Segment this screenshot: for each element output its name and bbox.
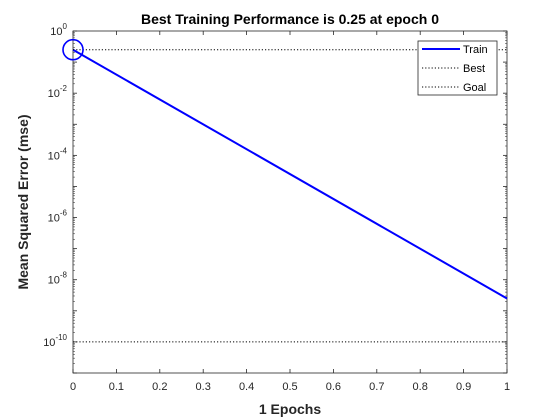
- y-tick-label: 10-10: [43, 333, 67, 349]
- y-tick-exponent: -10: [55, 333, 67, 342]
- y-tick-label: 10-8: [48, 271, 68, 287]
- y-tick-base: 10: [48, 213, 60, 225]
- x-tick-label: 0.6: [326, 381, 341, 393]
- axis-ticks: 0 0.1 0.2 0.3 0.4 0.5 0.6 0.7 0.8 0.9 110010-210-4…: [43, 22, 510, 393]
- y-tick-exponent: 0: [63, 22, 68, 31]
- series-train-line: [72, 48, 508, 300]
- y-tick-exponent: -6: [60, 209, 68, 218]
- x-tick-label: 0.4: [239, 381, 254, 393]
- y-tick-label: 10-2: [48, 84, 68, 100]
- y-tick-base: 10: [48, 150, 60, 162]
- chart-title: Best Training Performance is 0.25 at epo…: [141, 11, 439, 27]
- x-axis-label: 1 Epochs: [259, 401, 321, 417]
- legend-label-best: Best: [463, 63, 485, 75]
- x-tick-label: 0.9: [456, 381, 471, 393]
- y-axis-label: Mean Squared Error (mse): [15, 114, 31, 289]
- legend: Train Best Goal: [417, 40, 498, 96]
- y-tick-base: 10: [48, 88, 60, 100]
- legend-label-goal: Goal: [463, 82, 486, 94]
- y-tick-base: 10: [50, 26, 62, 38]
- best-epoch-marker: [62, 38, 84, 61]
- x-tick-label: 1: [504, 381, 510, 393]
- x-tick-label: 0.3: [196, 381, 211, 393]
- y-tick-label: 10-4: [48, 146, 68, 162]
- x-tick-label: 0.7: [369, 381, 384, 393]
- y-tick-base: 10: [43, 337, 55, 349]
- y-tick-base: 10: [48, 275, 60, 287]
- x-tick-label: 0.8: [413, 381, 428, 393]
- legend-label-train: Train: [463, 44, 488, 56]
- y-tick-exponent: -4: [60, 146, 68, 155]
- y-tick-label: 100: [50, 22, 67, 38]
- x-tick-label: 0: [70, 381, 76, 393]
- x-tick-label: 0.5: [282, 381, 297, 393]
- y-tick-label: 10-6: [48, 209, 68, 225]
- x-tick-label: 0.1: [109, 381, 124, 393]
- x-tick-label: 0.2: [152, 381, 167, 393]
- y-tick-exponent: -2: [60, 84, 68, 93]
- y-tick-exponent: -8: [60, 271, 68, 280]
